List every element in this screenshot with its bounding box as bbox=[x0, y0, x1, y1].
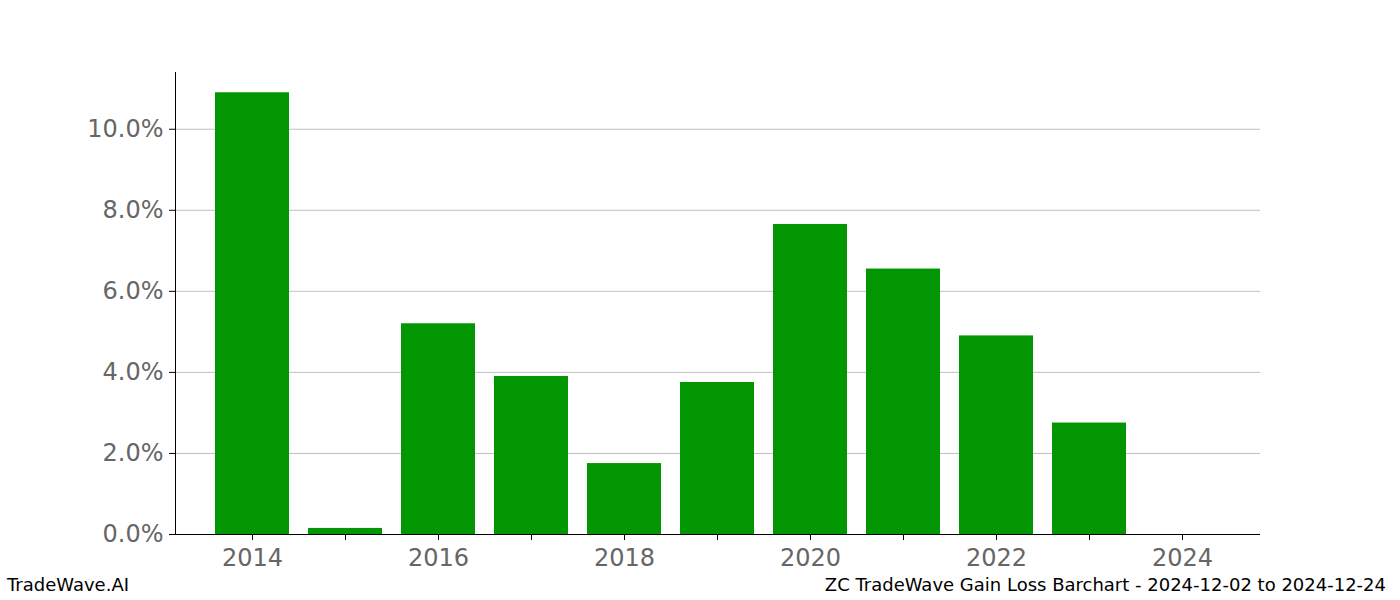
svg-text:10.0%: 10.0% bbox=[87, 115, 163, 143]
svg-text:2014: 2014 bbox=[222, 544, 283, 570]
svg-text:6.0%: 6.0% bbox=[103, 277, 164, 305]
svg-text:2024: 2024 bbox=[1152, 544, 1213, 570]
html-text:TradeWave.AI: TradeWave.AI bbox=[7, 574, 129, 595]
svg-text:4.0%: 4.0% bbox=[103, 358, 164, 386]
svg-text:8.0%: 8.0% bbox=[103, 196, 164, 224]
svg-text:2016: 2016 bbox=[408, 544, 469, 570]
svg-text:2018: 2018 bbox=[594, 544, 655, 570]
svg-text:2.0%: 2.0% bbox=[103, 439, 164, 467]
svg-text:0.0%: 0.0% bbox=[103, 520, 164, 548]
svg-text:2020: 2020 bbox=[780, 544, 841, 570]
svg-text:2022: 2022 bbox=[966, 544, 1027, 570]
html-text:ZC TradeWave Gain Loss Barchar: ZC TradeWave Gain Loss Barchart - 2024-1… bbox=[824, 574, 1386, 595]
